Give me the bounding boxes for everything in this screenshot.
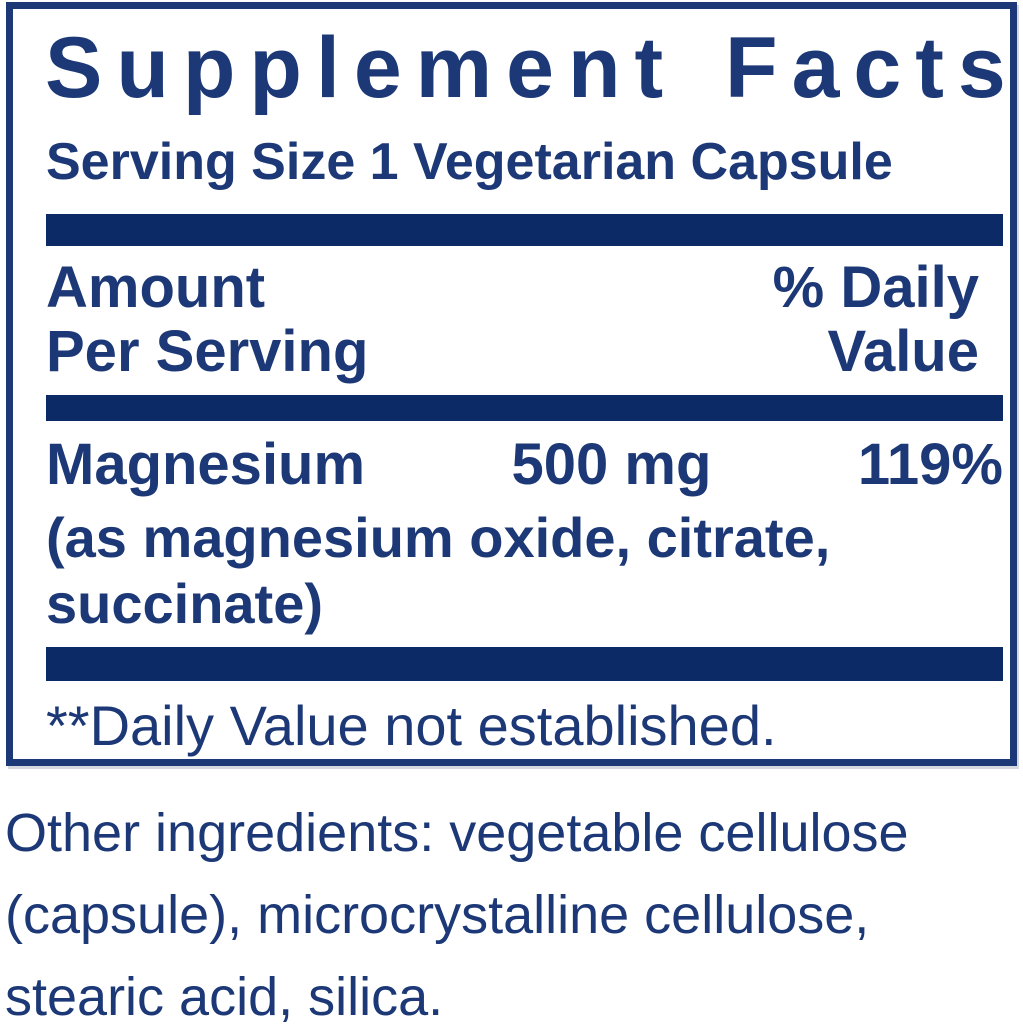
nutrient-forms: (as magnesium oxide, citrate, succinate) [46,505,986,637]
amount-per-serving-header: Amount Per Serving [46,256,368,384]
nutrient-daily-value: 119% [857,432,1003,497]
other-ingredients-line2: (capsule), microcrystalline cellulose, [5,885,870,945]
other-ingredients-line3: stearic acid, silica. [5,967,444,1024]
nutrient-row: Magnesium 500 mg 119% [46,436,1003,494]
other-ingredients: Other ingredients: vegetable cellulose (… [5,792,1020,1024]
column-header-row: Amount Per Serving % Daily Value [46,256,1003,384]
nutrient-forms-line1: (as magnesium oxide, citrate, [46,506,831,569]
daily-value-header-line2: Value [827,319,979,384]
supplement-facts-panel: Supplement Facts Serving Size 1 Vegetari… [6,2,1017,766]
divider-bar-middle [46,395,1003,421]
daily-value-header: % Daily Value [773,256,1003,384]
panel-title: Supplement Facts [45,20,1020,116]
divider-bar-top [46,214,1003,246]
nutrient-forms-line2: succinate) [46,572,323,635]
other-ingredients-line1: Other ingredients: vegetable cellulose [5,803,909,863]
daily-value-header-line1: % Daily [772,255,979,320]
nutrient-amount: 500 mg [511,432,712,497]
divider-bar-bottom [46,647,1003,681]
amount-header-line2: Per Serving [46,319,369,384]
nutrient-name: Magnesium [46,432,366,497]
daily-value-footnote: **Daily Value not established. [46,694,777,757]
amount-header-line1: Amount [46,255,266,320]
serving-size-text: Serving Size 1 Vegetarian Capsule [46,133,893,191]
